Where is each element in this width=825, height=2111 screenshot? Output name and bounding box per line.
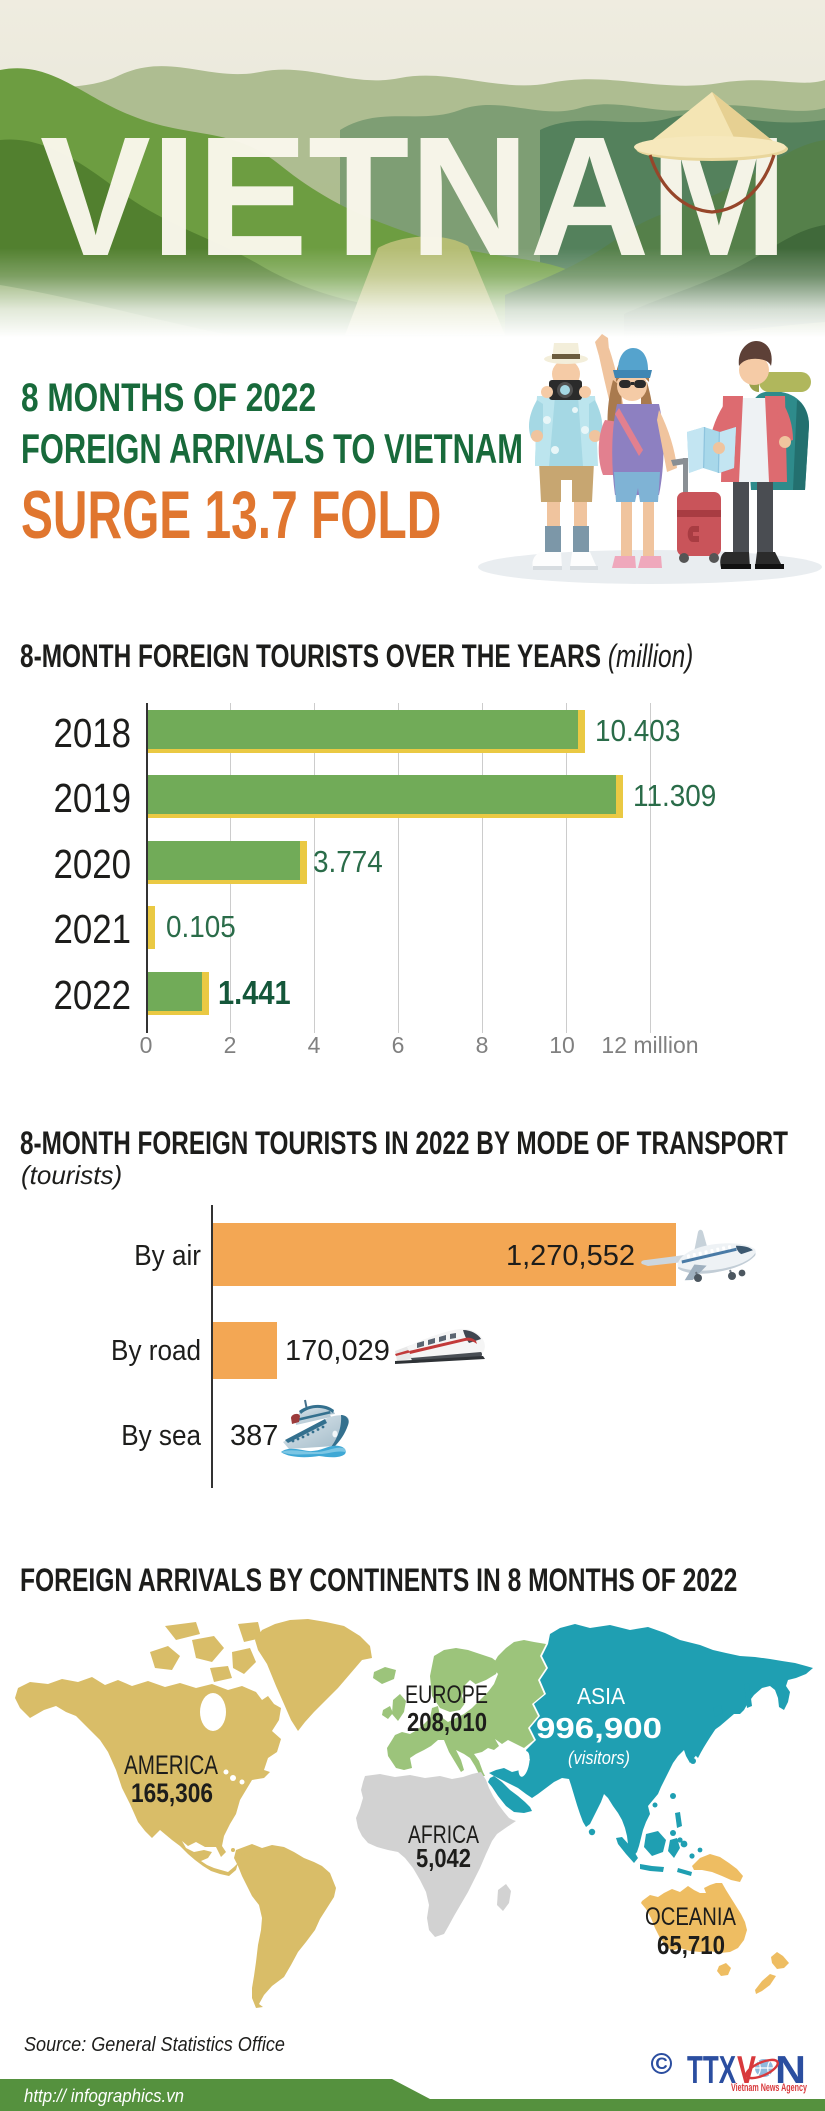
svg-text:996,900: 996,900 [536, 1713, 662, 1745]
svg-text:AFRICA: AFRICA [408, 1821, 479, 1849]
svg-text:OCEANIA: OCEANIA [645, 1903, 736, 1931]
svg-text:AMERICA: AMERICA [124, 1750, 218, 1780]
svg-text:EUROPE: EUROPE [405, 1681, 488, 1709]
svg-text:(visitors): (visitors) [568, 1748, 630, 1768]
svg-text:165,306: 165,306 [131, 1778, 213, 1808]
svg-text:65,710: 65,710 [657, 1930, 725, 1960]
svg-text:C: C [655, 2054, 667, 2073]
svg-text:http:// infographics.vn: http:// infographics.vn [24, 2086, 184, 2106]
svg-text:ASIA: ASIA [577, 1683, 626, 1709]
svg-text:N: N [775, 2049, 806, 2092]
svg-text:5,042: 5,042 [416, 1843, 471, 1873]
svg-text:Vietnam News Agency: Vietnam News Agency [731, 2082, 808, 2094]
svg-text:V: V [737, 2049, 756, 2092]
svg-text:TTX: TTX [687, 2049, 736, 2092]
svg-text:208,010: 208,010 [407, 1707, 487, 1737]
